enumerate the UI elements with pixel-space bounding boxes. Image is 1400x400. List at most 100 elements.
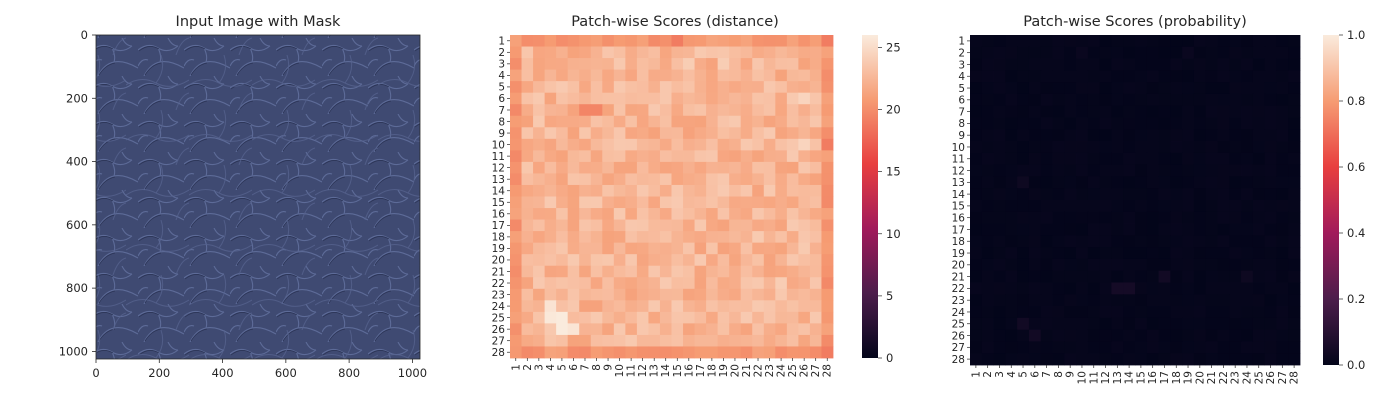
heatmap-cell <box>1193 188 1207 201</box>
heatmap-cell <box>1182 223 1195 236</box>
heatmap-cell <box>1017 58 1030 71</box>
heatmap-cell <box>579 81 592 94</box>
heatmap-cell <box>659 288 672 301</box>
heatmap-cell <box>1087 46 1101 59</box>
heatmap-cell <box>1229 152 1242 166</box>
heatmap-cell <box>729 173 742 186</box>
heatmap-cell <box>717 150 730 163</box>
x-tick-label: 200 <box>148 366 170 380</box>
heatmap-cell <box>659 115 672 128</box>
heatmap-cell <box>1064 270 1077 283</box>
heatmap-cell <box>521 173 534 186</box>
heatmap-cell <box>798 254 811 267</box>
heatmap-cell <box>1146 129 1159 142</box>
heatmap-cell <box>683 46 695 59</box>
heatmap-cell <box>1017 258 1030 272</box>
heatmap-cell <box>1123 247 1136 260</box>
heatmap-cell <box>602 254 615 267</box>
heatmap-cell <box>1182 258 1195 272</box>
heatmap-cell <box>1205 129 1218 142</box>
heatmap-cell <box>1135 93 1148 107</box>
heatmap-cell <box>1135 341 1148 354</box>
heatmap-cell <box>579 92 592 105</box>
heatmap-cell <box>1229 258 1242 272</box>
heatmap-cell <box>1028 223 1042 236</box>
heatmap-cell <box>752 46 765 59</box>
heatmap-cell <box>1064 152 1077 166</box>
heatmap-cell <box>1193 105 1207 118</box>
heatmap-cell <box>1099 306 1112 319</box>
heatmap-cell <box>1205 141 1218 154</box>
heatmap-cell <box>567 277 580 290</box>
row-tick-label: 12 <box>952 165 965 177</box>
heatmap-cell <box>786 311 799 324</box>
heatmap-cell <box>1229 235 1242 248</box>
heatmap-cell <box>1205 82 1218 95</box>
heatmap-cell <box>567 346 580 359</box>
heatmap-cell <box>590 161 603 174</box>
heatmap-cell <box>1087 353 1101 366</box>
heatmap-cell <box>1217 152 1230 166</box>
heatmap-cell <box>717 219 730 232</box>
heatmap-cell <box>590 115 603 128</box>
heatmap-cell <box>1252 141 1266 154</box>
heatmap-cell <box>648 277 661 290</box>
heatmap-cell <box>521 138 534 151</box>
heatmap-cell <box>1005 70 1018 83</box>
heatmap-cell <box>590 277 603 290</box>
heatmap-cell <box>556 265 569 278</box>
heatmap-cell <box>1276 341 1289 354</box>
heatmap-cell <box>1040 117 1053 130</box>
heatmap-cell <box>1087 141 1101 154</box>
heatmap-cell <box>1005 58 1018 71</box>
heatmap-cell <box>821 231 834 244</box>
heatmap-cell <box>1217 353 1230 366</box>
heatmap-cell <box>993 129 1006 142</box>
heatmap-cell <box>1111 353 1124 366</box>
heatmap-cell <box>1193 46 1207 59</box>
heatmap-cell <box>510 161 522 174</box>
heatmap-cell <box>683 288 695 301</box>
heatmap-cell <box>590 288 603 301</box>
heatmap-cell <box>1205 105 1218 118</box>
heatmap-cell <box>1040 58 1053 71</box>
heatmap-cell <box>1135 317 1148 331</box>
heatmap-cell <box>613 265 626 278</box>
heatmap-cell <box>1182 211 1195 224</box>
heatmap-cell <box>1040 176 1053 189</box>
heatmap-cell <box>717 196 730 209</box>
heatmap-cell <box>1158 329 1171 342</box>
heatmap-cell <box>1158 247 1171 260</box>
heatmap-cell <box>786 254 799 267</box>
heatmap-cell <box>1264 329 1277 342</box>
heatmap-cell <box>993 247 1006 260</box>
heatmap-cell <box>694 104 707 117</box>
x-tick-label: 0 <box>92 366 99 380</box>
heatmap-cell <box>694 196 707 209</box>
heatmap-cell <box>1276 223 1289 236</box>
heatmap-cell <box>602 346 615 359</box>
heatmap-cell <box>821 104 834 117</box>
heatmap-cell <box>1017 353 1030 366</box>
heatmap-cell <box>729 196 742 209</box>
heatmap-cell <box>602 277 615 290</box>
heatmap-cell <box>1158 235 1171 248</box>
heatmap-cell <box>1264 341 1277 354</box>
heatmap-cell <box>1135 200 1148 213</box>
heatmap-cell <box>648 288 661 301</box>
heatmap-cell <box>671 35 684 47</box>
heatmap-cell <box>740 127 753 140</box>
heatmap-cell <box>590 208 603 220</box>
heatmap-cell <box>1123 117 1136 130</box>
heatmap-cell <box>1288 211 1301 224</box>
heatmap-cell <box>1135 82 1148 95</box>
heatmap-cell <box>544 323 557 336</box>
row-tick-label: 1 <box>498 36 505 48</box>
heatmap-cell <box>556 196 569 209</box>
heatmap-cell <box>671 288 684 301</box>
heatmap-cell <box>740 46 753 59</box>
heatmap-cell <box>694 219 707 232</box>
heatmap-cell <box>694 138 707 151</box>
heatmap-cell <box>533 58 546 71</box>
heatmap-cell <box>1205 258 1218 272</box>
